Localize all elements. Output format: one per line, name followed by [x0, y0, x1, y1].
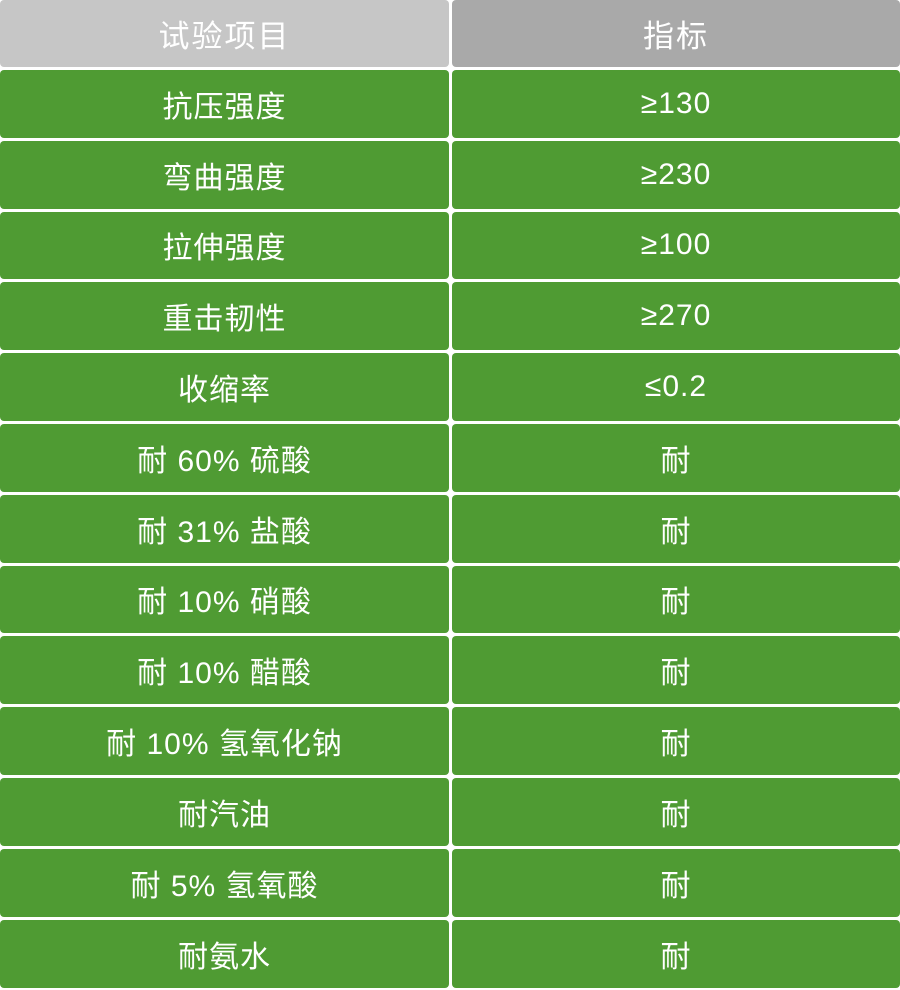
cell-indicator: ≤0.2: [452, 353, 900, 421]
cell-test-item: 耐 10% 硝酸: [0, 565, 449, 634]
table-row: 耐汽油耐: [0, 777, 900, 849]
table-row: 耐 60% 硫酸耐: [0, 423, 900, 495]
table-row: 耐 10% 硝酸耐: [0, 565, 900, 637]
table-row: 耐 10% 氢氧化钠耐: [0, 707, 900, 778]
cell-test-item: 耐 60% 硫酸: [0, 423, 449, 492]
table-row: 重击韧性 ≥270: [0, 282, 900, 353]
table-row: 抗压强度 ≥130: [0, 70, 900, 141]
table-row: 耐氨水耐: [0, 919, 900, 988]
cell-indicator: 耐: [452, 919, 900, 988]
table-row: 弯曲强度 ≥230: [0, 140, 900, 212]
cell-indicator: ≥100: [452, 211, 900, 280]
table-body: 抗压强度 ≥130 弯曲强度 ≥230 拉伸强度 ≥100 重击韧性 ≥270 收缩率 ≤0.2 耐…: [0, 70, 900, 988]
cell-test-item: 抗压强度: [0, 70, 449, 138]
table-row: 耐 5% 氢氧酸耐: [0, 848, 900, 920]
cell-test-item: 耐汽油: [0, 777, 449, 846]
table-row: 收缩率 ≤0.2: [0, 353, 900, 424]
cell-test-item: 耐 10% 醋酸: [0, 636, 449, 705]
cell-test-item: 耐 31% 盐酸: [0, 494, 449, 563]
cell-test-item: 耐氨水: [0, 919, 449, 988]
cell-indicator: 耐: [452, 848, 900, 917]
cell-test-item: 弯曲强度: [0, 140, 449, 209]
cell-indicator: 耐: [452, 423, 900, 492]
cell-indicator: ≥130: [452, 70, 900, 138]
cell-test-item: 耐 5% 氢氧酸: [0, 848, 449, 917]
cell-indicator: 耐: [452, 494, 900, 563]
cell-test-item: 收缩率: [0, 353, 449, 421]
cell-indicator: 耐: [452, 636, 900, 705]
cell-test-item: 重击韧性: [0, 282, 449, 351]
table-row: 拉伸强度 ≥100: [0, 211, 900, 283]
cell-indicator: 耐: [452, 777, 900, 846]
column-header-test-item: 试验项目: [0, 0, 449, 67]
column-header-indicator: 指标: [452, 0, 900, 67]
cell-indicator: 耐: [452, 565, 900, 634]
cell-test-item: 拉伸强度: [0, 211, 449, 280]
cell-indicator: ≥270: [452, 282, 900, 351]
cell-test-item: 耐 10% 氢氧化钠: [0, 707, 449, 775]
table-header-row: 试验项目 指标: [0, 0, 900, 70]
cell-indicator: ≥230: [452, 140, 900, 209]
cell-indicator: 耐: [452, 707, 900, 775]
table-row: 耐 31% 盐酸耐: [0, 494, 900, 566]
table-row: 耐 10% 醋酸耐: [0, 636, 900, 707]
